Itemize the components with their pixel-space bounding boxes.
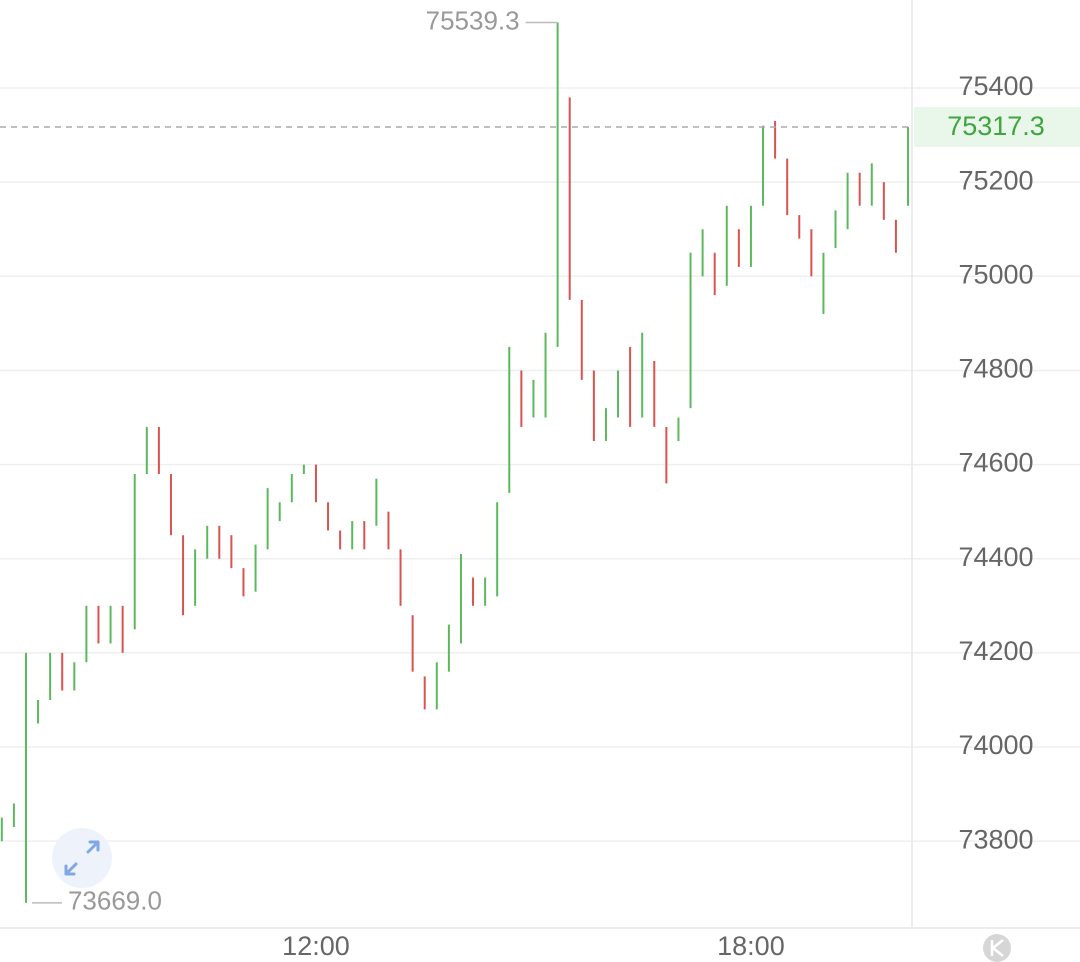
y-tick-label: 74800 bbox=[958, 354, 1033, 384]
y-tick-label: 74000 bbox=[958, 730, 1033, 760]
max-label: 75539.3 bbox=[426, 5, 520, 35]
y-tick-label: 73800 bbox=[958, 824, 1033, 854]
y-tick-label: 75200 bbox=[958, 165, 1033, 195]
y-tick-label: 75000 bbox=[958, 259, 1033, 289]
last-price-label: 75317.3 bbox=[947, 111, 1045, 141]
last-price-badge bbox=[914, 106, 1080, 147]
min-label: 73669.0 bbox=[68, 886, 162, 916]
x-tick-label: 18:00 bbox=[717, 931, 785, 961]
y-tick-label: 74600 bbox=[958, 448, 1033, 478]
y-tick-label: 74400 bbox=[958, 542, 1033, 572]
k-button[interactable] bbox=[983, 934, 1011, 962]
expand-button[interactable] bbox=[52, 828, 112, 888]
y-tick-label: 74200 bbox=[958, 636, 1033, 666]
x-tick-label: 12:00 bbox=[282, 931, 350, 961]
y-tick-label: 75400 bbox=[958, 71, 1033, 101]
